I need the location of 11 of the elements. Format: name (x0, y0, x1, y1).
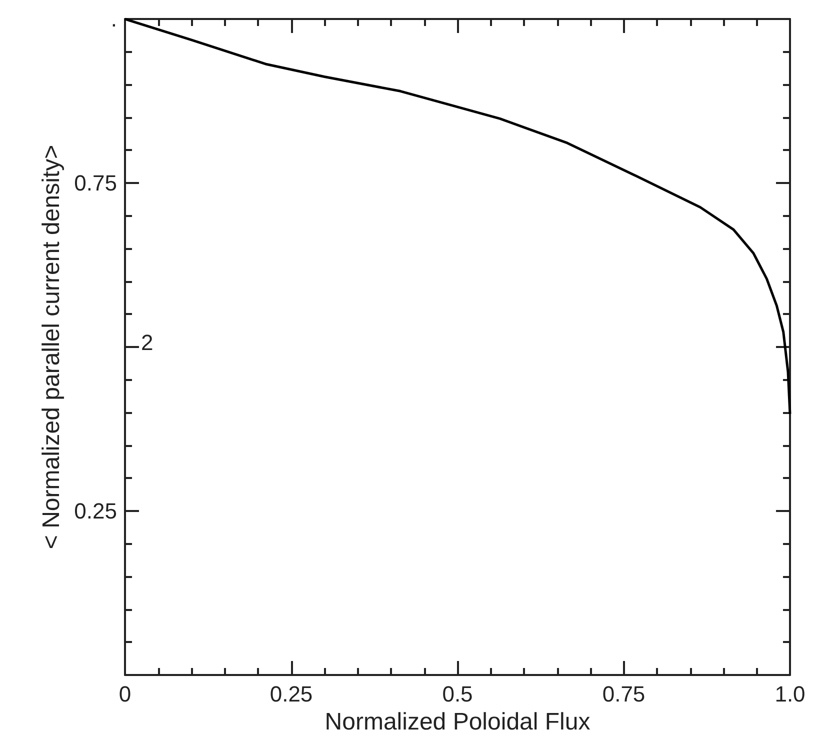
x-axis-title: Normalized Poloidal Flux (324, 708, 590, 736)
x-tick-label: 0.75 (602, 682, 646, 706)
y-tick-label: 0.25 (74, 498, 117, 524)
x-tick-label: 0 (118, 682, 132, 706)
y-axis-title: < Normalized parallel current density> (38, 144, 65, 550)
y-tick-label: . (110, 6, 117, 32)
annotation: 2 (141, 330, 154, 355)
y-tick-label: 0.75 (74, 170, 117, 196)
x-tick-label: 1.0 (774, 682, 806, 706)
x-tick-label: 0.25 (270, 682, 313, 706)
x-tick-label: 0.5 (442, 682, 473, 706)
